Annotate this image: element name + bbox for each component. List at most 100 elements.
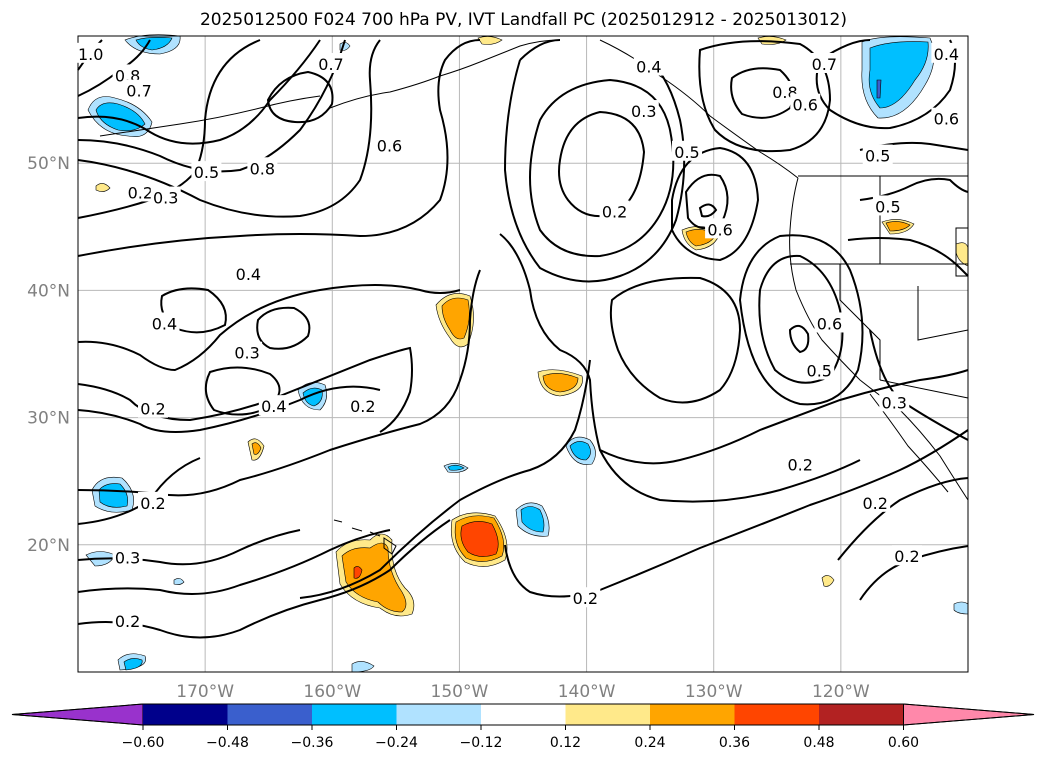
contour-label-bg (931, 42, 962, 63)
pos-blob (251, 442, 262, 455)
contour-label-bg (247, 157, 278, 178)
contour-label-bg (112, 610, 143, 631)
colorbar-tick-label: 0.48 (803, 735, 834, 751)
map-title: 2025012500 F024 700 hPa PV, IVT Landfall… (199, 10, 847, 30)
neg-blob (953, 601, 969, 615)
contour-label-bg (75, 42, 106, 63)
contour-line (847, 237, 969, 277)
coastlines (99, 39, 969, 555)
contour-label-bg (570, 587, 601, 608)
contour-line (788, 324, 810, 354)
pos-blob (542, 373, 579, 393)
contour-label-bg (258, 395, 289, 416)
contour-label-bg (124, 79, 155, 100)
contour-line (266, 70, 334, 124)
contour-line (77, 529, 301, 566)
contour-label: 0.3 (631, 102, 656, 121)
contour-label: 0.3 (153, 189, 178, 208)
contour-label: 0.6 (793, 96, 818, 115)
contour-label-bg (931, 107, 962, 128)
contour-label: 0.4 (636, 58, 661, 77)
pos-blob (477, 36, 503, 45)
pos-blob (885, 221, 911, 232)
contour-line (738, 234, 864, 406)
map-frame (77, 35, 969, 673)
contour-label-bg (633, 55, 664, 76)
contour-label: 0.6 (934, 110, 959, 129)
pos-blob (821, 575, 835, 587)
contour-label-bg (232, 341, 263, 362)
colorbar-swatch (819, 704, 904, 725)
pos-blob (955, 242, 969, 267)
contour-label: 0.8 (250, 159, 275, 178)
pv-contour-lines (77, 39, 969, 639)
contour-label-bg (138, 491, 169, 512)
contour-label-bg (804, 359, 835, 380)
lon-tick-label: 120°W (812, 682, 870, 702)
lon-tick-label: 140°W (558, 682, 616, 702)
contour-label: 0.6 (707, 220, 732, 239)
contour-label-bg (809, 52, 840, 73)
contour-line (499, 233, 969, 465)
contour-label-bg (862, 144, 893, 165)
colorbar-tick-label: 0.12 (550, 735, 581, 751)
lon-tick-label: 160°W (303, 682, 361, 702)
contour-label-bg (814, 312, 845, 333)
contour-line (698, 40, 832, 153)
colorbar-tick-label: 0.24 (634, 735, 665, 751)
lon-tick-label: 150°W (431, 682, 489, 702)
colorbar-over-arrow (903, 703, 1035, 726)
contour-label-bg (112, 64, 143, 85)
contour-label: 0.6 (377, 136, 402, 155)
filled-contours (85, 34, 969, 673)
pos-blob (460, 521, 499, 557)
contour-label: 0.2 (115, 612, 140, 631)
contour-line (529, 78, 675, 258)
pos-blob (441, 297, 470, 340)
colorbar-tick-label: −0.36 (291, 735, 334, 751)
colorbar-tick-label: −0.60 (122, 735, 165, 751)
contour-label-bg (374, 134, 405, 155)
colorbar-tick-label: 0.36 (719, 735, 750, 751)
contour-label: 0.7 (126, 82, 151, 101)
lat-tick-label: 30°N (27, 409, 70, 429)
contour-label: 0.5 (807, 362, 832, 381)
contour-label: 0.5 (865, 147, 890, 166)
lat-tick-label: 40°N (27, 281, 70, 301)
colorbar-tick-label: −0.12 (460, 735, 503, 751)
contour-label-bg (138, 397, 169, 418)
pos-blob (95, 183, 111, 192)
contour-label: 0.7 (812, 55, 837, 74)
contour-label: 0.5 (674, 143, 699, 162)
contour-line (77, 39, 321, 145)
contour-label: 0.4 (152, 314, 177, 333)
contour-line (77, 269, 481, 497)
colorbar-under-arrow (11, 703, 144, 726)
contour-label: 0.2 (128, 183, 153, 202)
contour-label-bg (599, 200, 630, 221)
contour-line (77, 39, 346, 173)
contour-label-bg (150, 186, 181, 207)
pos-blob (341, 542, 407, 613)
contour-label: 0.2 (350, 397, 375, 416)
neg-blob (123, 658, 143, 671)
lon-tick-label: 170°W (176, 682, 234, 702)
contour-line (77, 529, 391, 595)
neg-blob (876, 79, 882, 99)
alaska-coast (329, 39, 561, 109)
contour-line (77, 385, 381, 433)
contour-label-bg (672, 140, 703, 161)
contour-line (256, 306, 311, 350)
contour-line (77, 284, 461, 372)
contour-label-bg (233, 262, 264, 283)
contour-label: 0.2 (862, 494, 887, 513)
contour-label: 0.2 (140, 400, 165, 419)
contour-label-bg (785, 453, 816, 474)
contour-label-bg (125, 181, 156, 202)
contour-label: 0.4 (261, 397, 286, 416)
lat-tick-label: 50°N (27, 154, 70, 174)
contour-label: 0.5 (194, 163, 219, 182)
colorbar-swatch (734, 704, 819, 725)
contour-label: 0.5 (875, 197, 900, 216)
